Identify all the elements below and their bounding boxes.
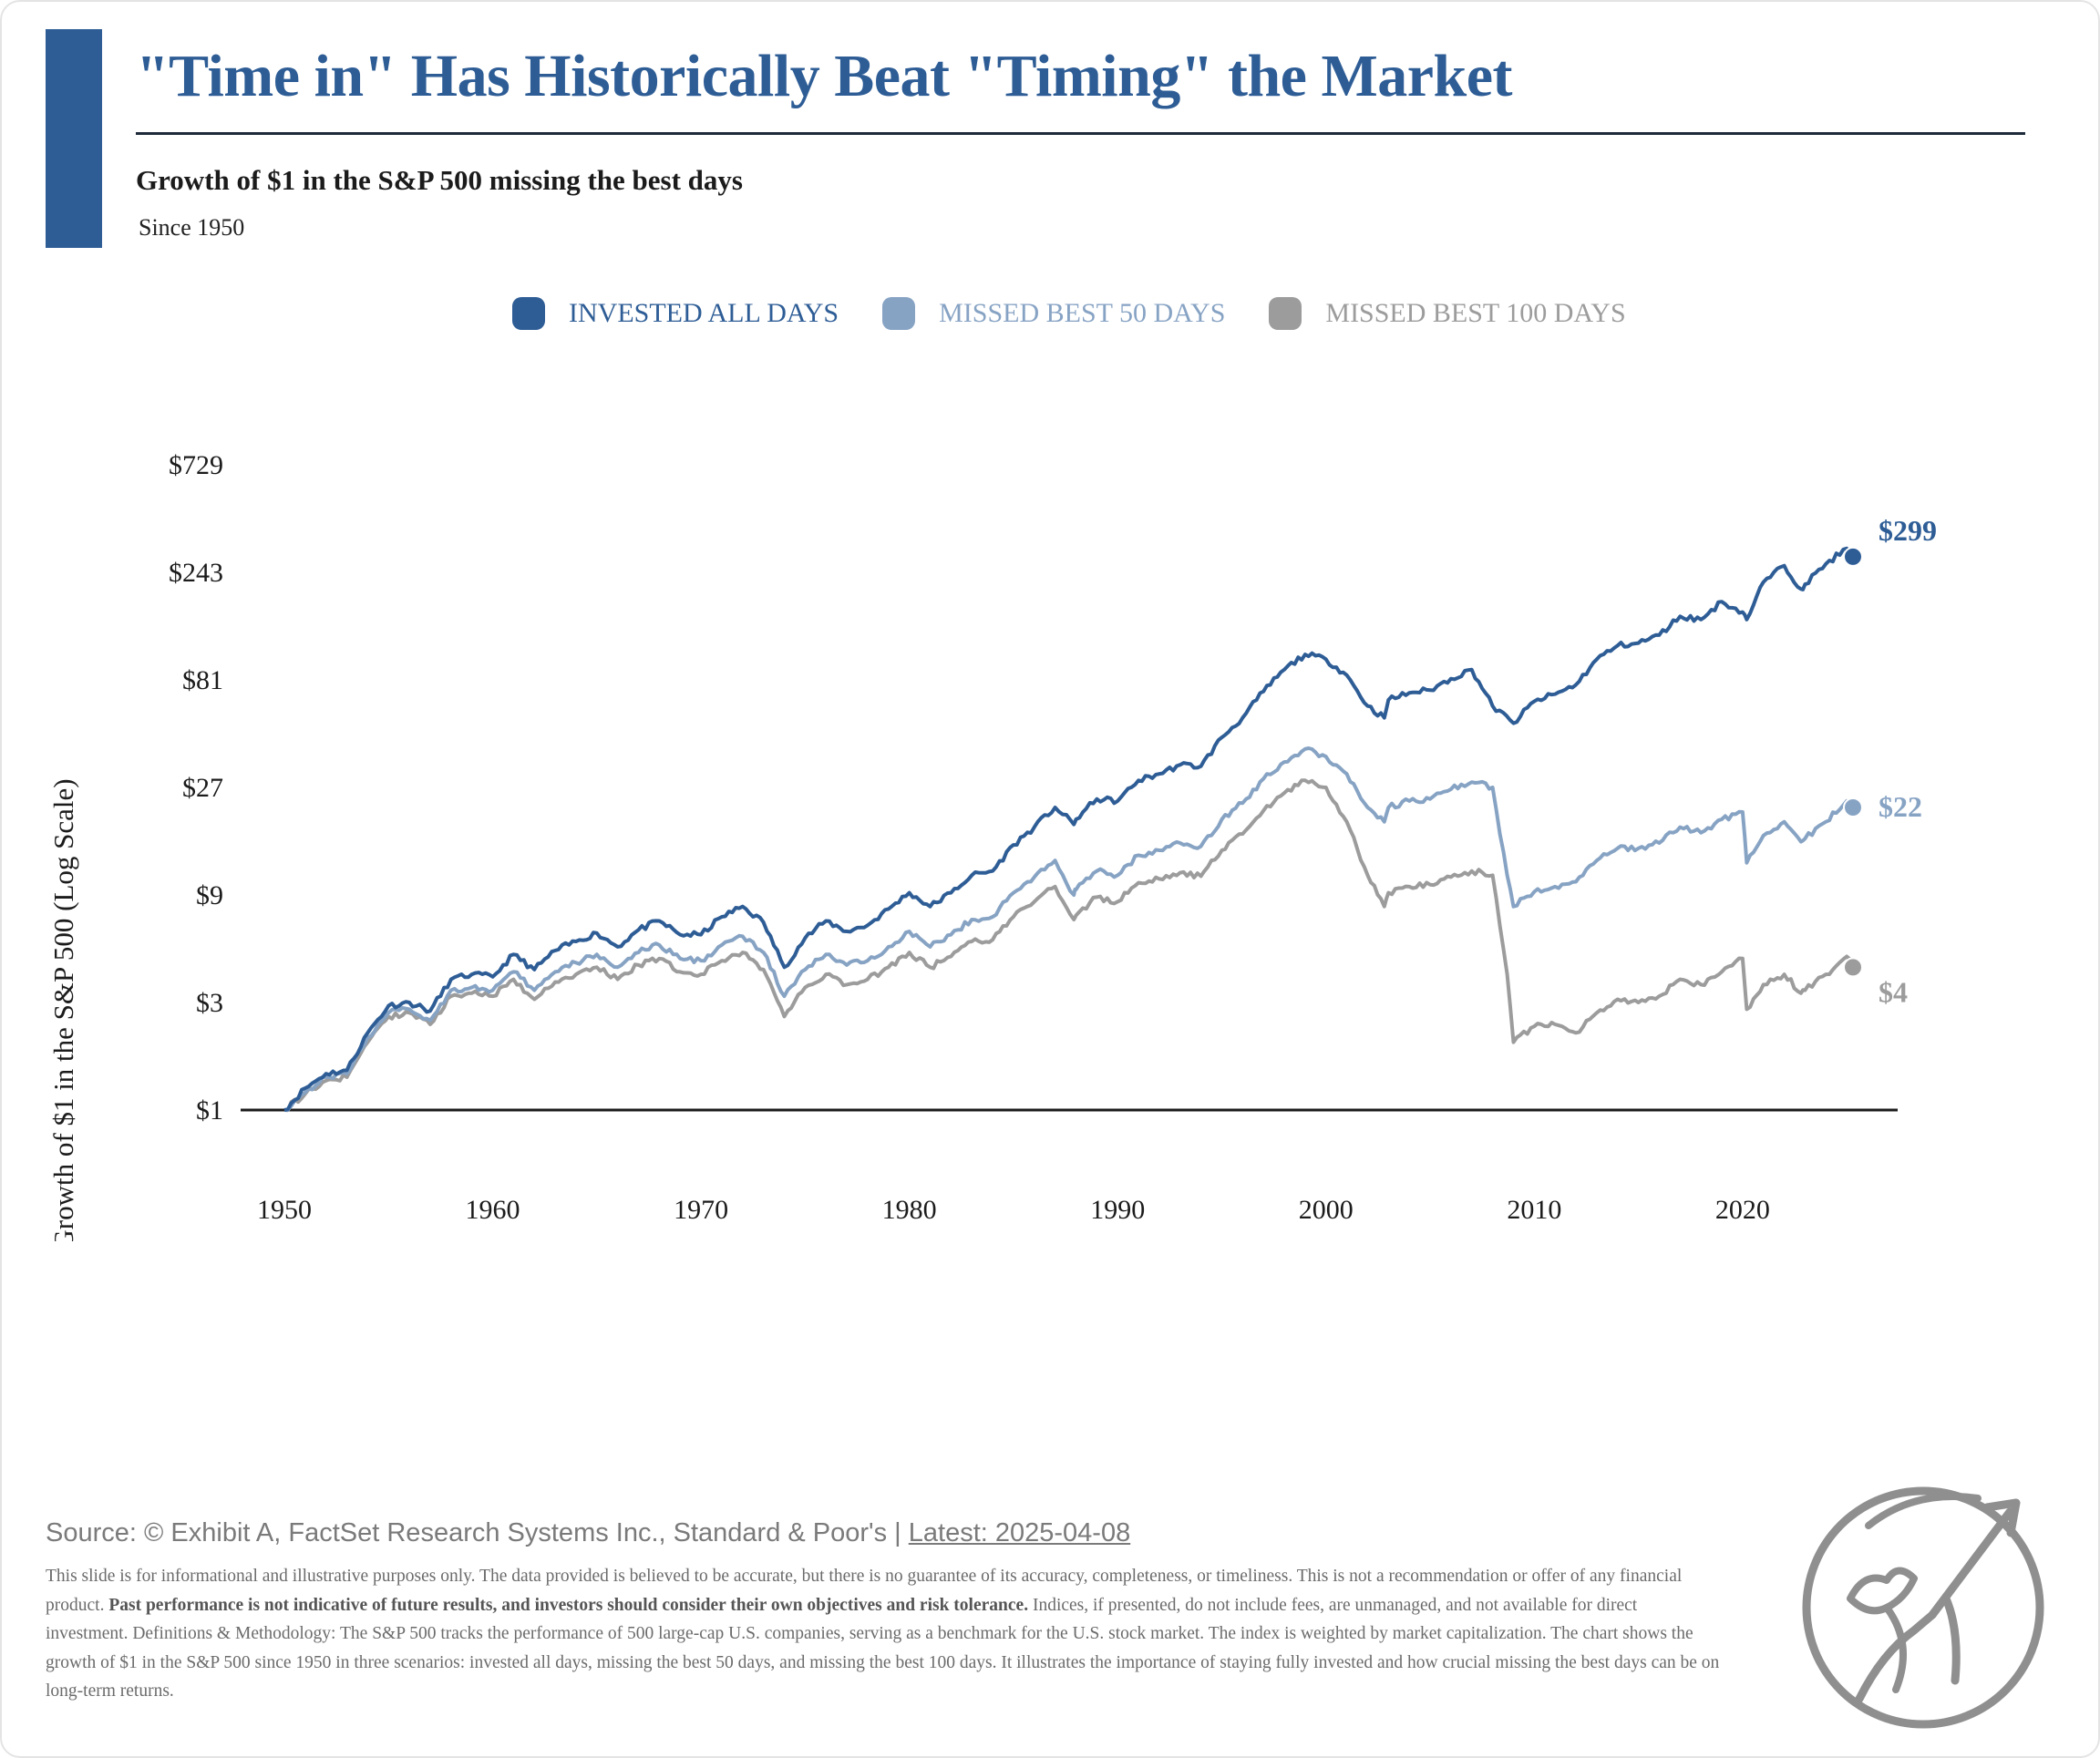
disclaimer-part-1: This slide is for informational and illu…: [46, 1567, 1683, 1615]
legend-swatch-invested: [512, 297, 545, 330]
y-tick-label: $27: [182, 773, 223, 803]
series-end-marker: [1843, 546, 1863, 567]
series-line-missed-best-50-days: [284, 746, 1855, 1112]
legend-label-missed-50: MISSED BEST 50 DAYS: [939, 298, 1226, 328]
x-tick-label: 1960: [466, 1195, 520, 1225]
series-line-missed-best-100-days: [283, 778, 1855, 1113]
x-tick-label: 2020: [1715, 1195, 1770, 1225]
x-tick-label: 2010: [1507, 1195, 1561, 1225]
series-line-invested-all-days: [283, 546, 1855, 1112]
series-end-marker: [1843, 957, 1863, 978]
disclaimer-part-2: Indices, if presented, do not include fe…: [46, 1595, 1720, 1701]
series-lines: [283, 546, 1855, 1113]
y-tick-label: $81: [182, 665, 223, 695]
x-tick-label: 1990: [1090, 1195, 1145, 1225]
legend-item-missed-best-50[interactable]: MISSED BEST 50 DAYS: [882, 297, 1225, 330]
x-tick-label: 1980: [882, 1195, 937, 1225]
page-title: "Time in" Has Historically Beat "Timing"…: [136, 43, 1513, 109]
latest-date-link[interactable]: Latest: 2025-04-08: [908, 1518, 1131, 1547]
since-label: Since 1950: [139, 214, 245, 241]
y-tick-label: $9: [196, 880, 223, 910]
accent-bar: [46, 29, 102, 248]
legend-item-missed-best-100[interactable]: MISSED BEST 100 DAYS: [1269, 297, 1626, 330]
legend-label-missed-100: MISSED BEST 100 DAYS: [1325, 298, 1626, 328]
y-tick-label: $3: [196, 988, 223, 1018]
legend-swatch-missed-50: [882, 297, 916, 330]
disclaimer-bold: Past performance is not indicative of fu…: [108, 1595, 1029, 1615]
disclaimer: This slide is for informational and illu…: [46, 1562, 1723, 1706]
line-chart: Growth of $1 in the S&P 500 (Log Scale) …: [47, 450, 1937, 1241]
x-tick-labels: 1950 1960 1970 1980 1990 2000 2010 2020: [257, 1195, 1770, 1225]
y-axis-title-group: Growth of $1 in the S&P 500 (Log Scale): [47, 778, 79, 1241]
x-tick-label: 1970: [674, 1195, 728, 1225]
series-end-label: $299: [1879, 514, 1937, 547]
x-tick-label: 1950: [257, 1195, 312, 1225]
legend-swatch-missed-100: [1269, 297, 1302, 330]
source-text: Source: © Exhibit A, FactSet Research Sy…: [46, 1518, 901, 1547]
x-tick-label: 2000: [1299, 1195, 1354, 1225]
source-line: Source: © Exhibit A, FactSet Research Sy…: [46, 1518, 1130, 1548]
series-end-label: $4: [1879, 975, 1908, 1008]
legend-label-invested: INVESTED ALL DAYS: [569, 298, 839, 328]
title-divider: [136, 132, 2025, 135]
chart-subtitle: Growth of $1 in the S&P 500 missing the …: [136, 164, 743, 196]
y-tick-label: $243: [169, 558, 223, 588]
y-tick-label: $729: [169, 450, 223, 480]
y-tick-label: $1: [196, 1095, 223, 1126]
series-endpoints: $4 $22 $299: [1843, 514, 1937, 1008]
chart-legend: INVESTED ALL DAYS MISSED BEST 50 DAYS MI…: [512, 293, 1670, 334]
y-tick-labels: $1 $3 $9 $27 $81 $243 $729: [169, 450, 223, 1126]
exhibit-a-logo: [1802, 1486, 2044, 1729]
legend-item-invested-all-days[interactable]: INVESTED ALL DAYS: [512, 297, 839, 330]
series-end-marker: [1843, 797, 1863, 817]
y-axis-title: Growth of $1 in the S&P 500 (Log Scale): [47, 778, 79, 1241]
series-end-label: $22: [1879, 790, 1922, 823]
